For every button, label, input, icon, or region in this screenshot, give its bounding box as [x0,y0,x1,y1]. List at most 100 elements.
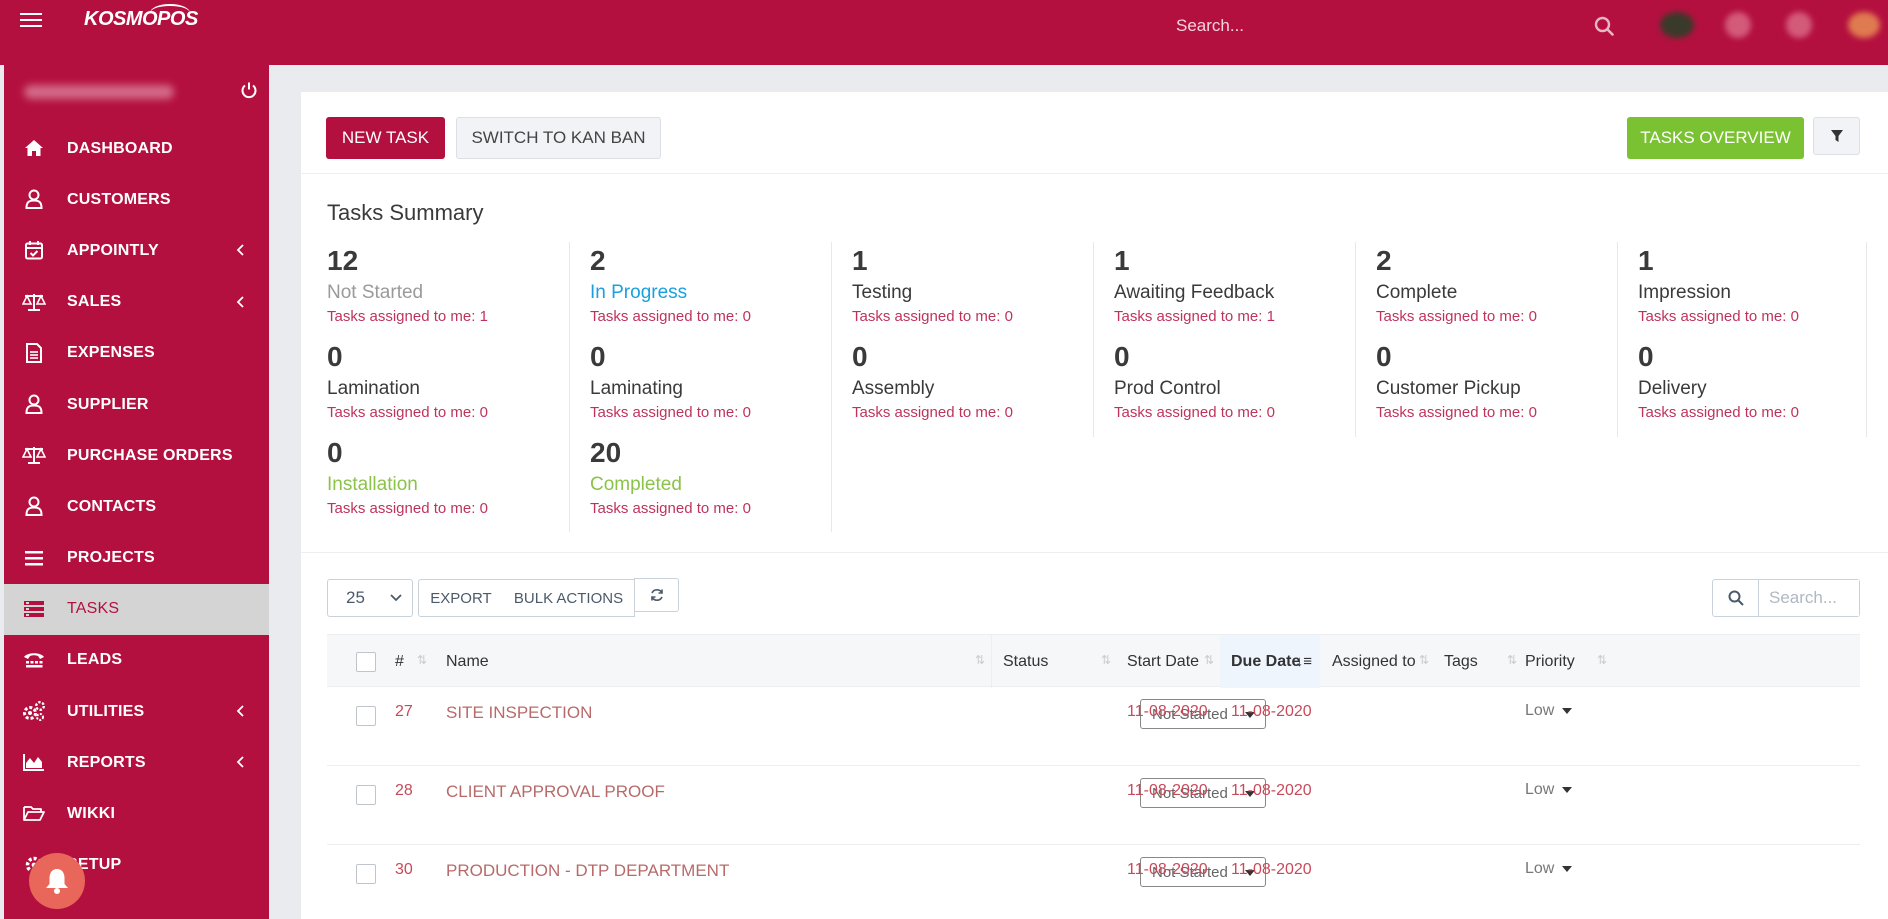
status-dropdown[interactable]: Not Started [1140,699,1266,729]
sidebar-item-label: SUPPLIER [67,395,149,413]
priority-dropdown[interactable]: Low [1525,702,1573,720]
bulk-actions-button[interactable]: BULK ACTIONS [503,579,635,617]
stat-count: 12 [327,245,359,276]
sidebar-item-label: REPORTS [67,753,146,771]
sidebar-item-supplier[interactable]: SUPPLIER [4,379,269,430]
stat-impression[interactable]: 1 Impression Tasks assigned to me: 0 [1638,242,1799,328]
sidebar-item-contacts[interactable]: CONTACTS [4,481,269,532]
status-dropdown[interactable]: Not Started [1140,778,1266,808]
user-icon [22,495,46,517]
task-id: 28 [395,782,413,799]
task-id: 27 [395,703,413,720]
stat-delivery[interactable]: 0 Delivery Tasks assigned to me: 0 [1638,338,1799,424]
sidebar-item-reports[interactable]: REPORTS [4,737,269,788]
select-all-checkbox[interactable] [356,651,376,672]
stat-lamination[interactable]: 0 Lamination Tasks assigned to me: 0 [327,338,488,424]
page-size-select[interactable]: 25 [327,579,413,617]
user-icon [22,188,46,210]
column-header-id[interactable]: # ⇅ [395,635,433,688]
settings-icon[interactable] [1848,12,1880,38]
stat-count: 1 [852,245,868,276]
new-task-button[interactable]: NEW TASK [326,117,445,159]
sidebar-item-label: PURCHASE ORDERS [67,446,233,464]
sidebar-item-expenses[interactable]: EXPENSES [4,328,269,379]
column-header-status[interactable]: Status ⇅ [991,635,1117,688]
column-header-priority[interactable]: Priority ⇅ [1523,635,1613,688]
summary-column: 1 Awaiting Feedback Tasks assigned to me… [1093,242,1355,437]
task-name-link[interactable]: SITE INSPECTION [446,703,593,722]
menu-toggle-icon[interactable] [20,10,42,28]
stat-installation[interactable]: 0 Installation Tasks assigned to me: 0 [327,434,488,520]
task-name-link[interactable]: PRODUCTION - DTP DEPARTMENT [446,861,730,880]
stat-in-progress[interactable]: 2 In Progress Tasks assigned to me: 0 [590,242,751,328]
stat-prod-control[interactable]: 0 Prod Control Tasks assigned to me: 0 [1114,338,1275,424]
sidebar-item-projects[interactable]: PROJECTS [4,533,269,584]
tasks-overview-button[interactable]: TASKS OVERVIEW [1627,117,1804,159]
sidebar-item-sales[interactable]: SALES [4,277,269,328]
table-row[interactable]: 30 PRODUCTION - DTP DEPARTMENT Not Start… [327,845,1860,919]
stat-testing[interactable]: 1 Testing Tasks assigned to me: 0 [852,242,1013,328]
sidebar-item-label: LEADS [67,651,123,669]
row-checkbox[interactable] [356,864,376,884]
chevron-left-icon [236,705,244,717]
row-checkbox[interactable] [356,785,376,805]
table-search [1712,579,1860,617]
row-checkbox[interactable] [356,706,376,726]
sidebar-item-leads[interactable]: LEADS [4,635,269,686]
sort-icon: ⇅ [1100,653,1111,667]
stat-meta: Tasks assigned to me: 0 [1376,404,1537,421]
sidebar-item-customers[interactable]: CUSTOMERS [4,174,269,225]
priority-dropdown[interactable]: Low [1525,860,1573,878]
due-date: 11-08-2020 [1231,782,1312,799]
priority-value: Low [1525,702,1555,719]
table-row[interactable]: 28 CLIENT APPROVAL PROOF Not Started 11-… [327,766,1860,845]
column-header-label: # [395,652,404,670]
stat-complete[interactable]: 2 Complete Tasks assigned to me: 0 [1376,242,1537,328]
power-icon[interactable] [240,81,258,99]
avatar[interactable] [1660,12,1694,38]
column-header-name[interactable]: Name ⇅ [446,635,991,688]
export-button[interactable]: EXPORT [418,579,504,617]
status-dropdown[interactable]: Not Started [1140,857,1266,887]
bars-icon [22,547,46,569]
global-search-input[interactable] [1176,14,1556,38]
search-icon[interactable] [1594,16,1614,36]
table-search-input[interactable] [1759,580,1859,616]
refresh-button[interactable] [634,578,679,612]
filter-button[interactable] [1813,117,1860,155]
sidebar-item-utilities[interactable]: UTILITIES [4,686,269,737]
caret-down-icon [1562,707,1573,714]
column-header-label: Due Date [1231,652,1301,670]
column-header-assigned-to[interactable]: Assigned to ⇅ [1320,635,1435,688]
column-header-start-date[interactable]: Start Date ⇅ [1117,635,1220,688]
sidebar-item-wikki[interactable]: WIKKI [4,788,269,839]
stat-assembly[interactable]: 0 Assembly Tasks assigned to me: 0 [852,338,1013,424]
sidebar-item-appointly[interactable]: APPOINTLY [4,225,269,276]
stat-not-started[interactable]: 12 Not Started Tasks assigned to me: 1 [327,242,488,328]
notification-bell-button[interactable] [29,853,85,909]
user-row[interactable] [4,65,269,115]
column-header-due-date[interactable]: Due Date ↓≡ [1220,635,1320,688]
priority-dropdown[interactable]: Low [1525,781,1573,799]
column-header-tags[interactable]: Tags ⇅ [1435,635,1523,688]
priority-value: Low [1525,781,1555,798]
sidebar-item-dashboard[interactable]: DASHBOARD [4,123,269,174]
stat-laminating[interactable]: 0 Laminating Tasks assigned to me: 0 [590,338,751,424]
notification-icon[interactable] [1786,12,1812,38]
chat-icon[interactable] [1725,12,1751,38]
stat-awaiting-feedback[interactable]: 1 Awaiting Feedback Tasks assigned to me… [1114,242,1275,328]
table-row[interactable]: 27 SITE INSPECTION Not Started 11-08-202… [327,687,1860,766]
switch-kanban-button[interactable]: SWITCH TO KAN BAN [456,117,661,159]
search-icon[interactable] [1713,580,1759,616]
column-header-label: Tags [1444,652,1478,670]
sort-icon: ⇅ [1203,653,1214,667]
stat-count: 0 [1114,341,1130,372]
stat-meta: Tasks assigned to me: 0 [852,308,1013,325]
stat-customer-pickup[interactable]: 0 Customer Pickup Tasks assigned to me: … [1376,338,1537,424]
sidebar-item-label: TASKS [67,600,120,618]
logo[interactable]: KOSMOPOS [84,4,198,31]
sidebar-item-tasks[interactable]: TASKS [4,583,269,635]
sidebar-item-purchase-orders[interactable]: PURCHASE ORDERS [4,430,269,481]
task-name-link[interactable]: CLIENT APPROVAL PROOF [446,782,665,801]
stat-completed[interactable]: 20 Completed Tasks assigned to me: 0 [590,434,751,520]
